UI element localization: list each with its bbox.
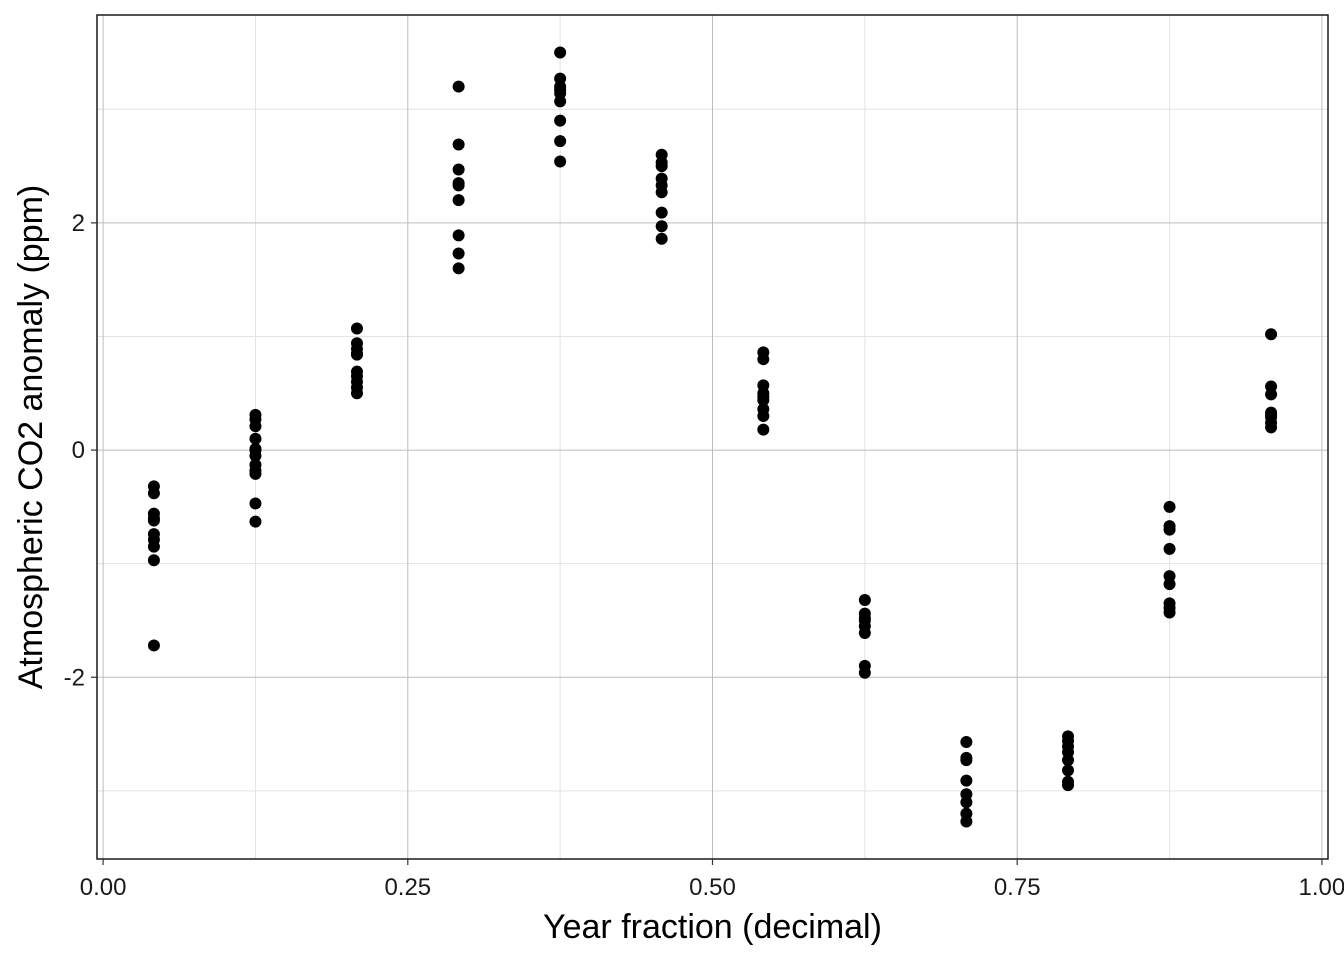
data-point bbox=[1163, 606, 1176, 619]
y-tick-label: 2 bbox=[72, 210, 85, 237]
data-point bbox=[249, 467, 262, 480]
x-tick-label: 1.00 bbox=[1299, 874, 1344, 901]
data-point bbox=[452, 138, 465, 151]
data-point bbox=[1265, 328, 1278, 341]
data-point bbox=[858, 612, 871, 625]
data-point bbox=[960, 735, 973, 748]
data-point bbox=[249, 420, 262, 433]
data-point bbox=[1265, 388, 1278, 401]
data-point bbox=[554, 83, 567, 96]
data-point bbox=[655, 206, 668, 219]
data-point bbox=[147, 512, 160, 525]
y-axis-title: Atmospheric CO2 anomaly (ppm) bbox=[12, 185, 50, 690]
grid-lines bbox=[97, 15, 1328, 859]
data-point bbox=[858, 594, 871, 607]
data-point bbox=[1163, 542, 1176, 555]
data-point bbox=[249, 497, 262, 510]
data-point bbox=[452, 163, 465, 176]
data-point bbox=[249, 515, 262, 528]
data-point bbox=[554, 155, 567, 168]
data-point bbox=[1062, 764, 1075, 777]
data-point bbox=[960, 774, 973, 787]
data-point bbox=[350, 347, 363, 360]
data-point bbox=[350, 387, 363, 400]
x-axis-title: Year fraction (decimal) bbox=[543, 908, 882, 946]
y-tick-label: 0 bbox=[72, 437, 85, 464]
y-tick-label: -2 bbox=[64, 664, 85, 691]
data-point bbox=[858, 626, 871, 639]
data-point bbox=[452, 177, 465, 190]
data-point bbox=[554, 95, 567, 108]
data-point bbox=[858, 666, 871, 679]
data-point bbox=[249, 442, 262, 455]
data-point bbox=[1265, 408, 1278, 421]
data-point bbox=[757, 390, 770, 403]
data-point bbox=[350, 375, 363, 388]
x-tick-label: 0.75 bbox=[994, 874, 1041, 901]
data-point bbox=[249, 432, 262, 445]
data-point bbox=[757, 409, 770, 422]
data-point bbox=[452, 80, 465, 93]
data-point bbox=[655, 232, 668, 245]
data-point bbox=[757, 423, 770, 436]
data-point bbox=[452, 247, 465, 260]
data-point bbox=[1163, 500, 1176, 513]
data-point bbox=[554, 114, 567, 127]
axis-ticks: 0.00 0.25 0.50 0.75 1.00 -2 0 2 bbox=[64, 210, 1344, 901]
data-point bbox=[655, 186, 668, 199]
data-point bbox=[147, 639, 160, 652]
data-point bbox=[1163, 578, 1176, 591]
data-point bbox=[757, 353, 770, 366]
data-point bbox=[147, 554, 160, 567]
data-points bbox=[147, 46, 1278, 828]
data-point bbox=[655, 160, 668, 173]
data-point bbox=[147, 487, 160, 500]
data-point bbox=[960, 796, 973, 809]
data-point bbox=[554, 46, 567, 59]
data-point bbox=[350, 322, 363, 335]
data-point bbox=[452, 194, 465, 207]
data-point bbox=[655, 220, 668, 233]
x-tick-label: 0.50 bbox=[689, 874, 736, 901]
data-point bbox=[147, 540, 160, 553]
data-point bbox=[1163, 523, 1176, 536]
data-point bbox=[960, 754, 973, 767]
data-point bbox=[452, 229, 465, 242]
data-point bbox=[554, 135, 567, 148]
data-point bbox=[452, 262, 465, 275]
x-tick-label: 0.25 bbox=[384, 874, 431, 901]
data-point bbox=[1062, 779, 1075, 792]
data-point bbox=[1265, 421, 1278, 434]
x-tick-label: 0.00 bbox=[80, 874, 127, 901]
data-point bbox=[960, 815, 973, 828]
data-point bbox=[1062, 754, 1075, 767]
